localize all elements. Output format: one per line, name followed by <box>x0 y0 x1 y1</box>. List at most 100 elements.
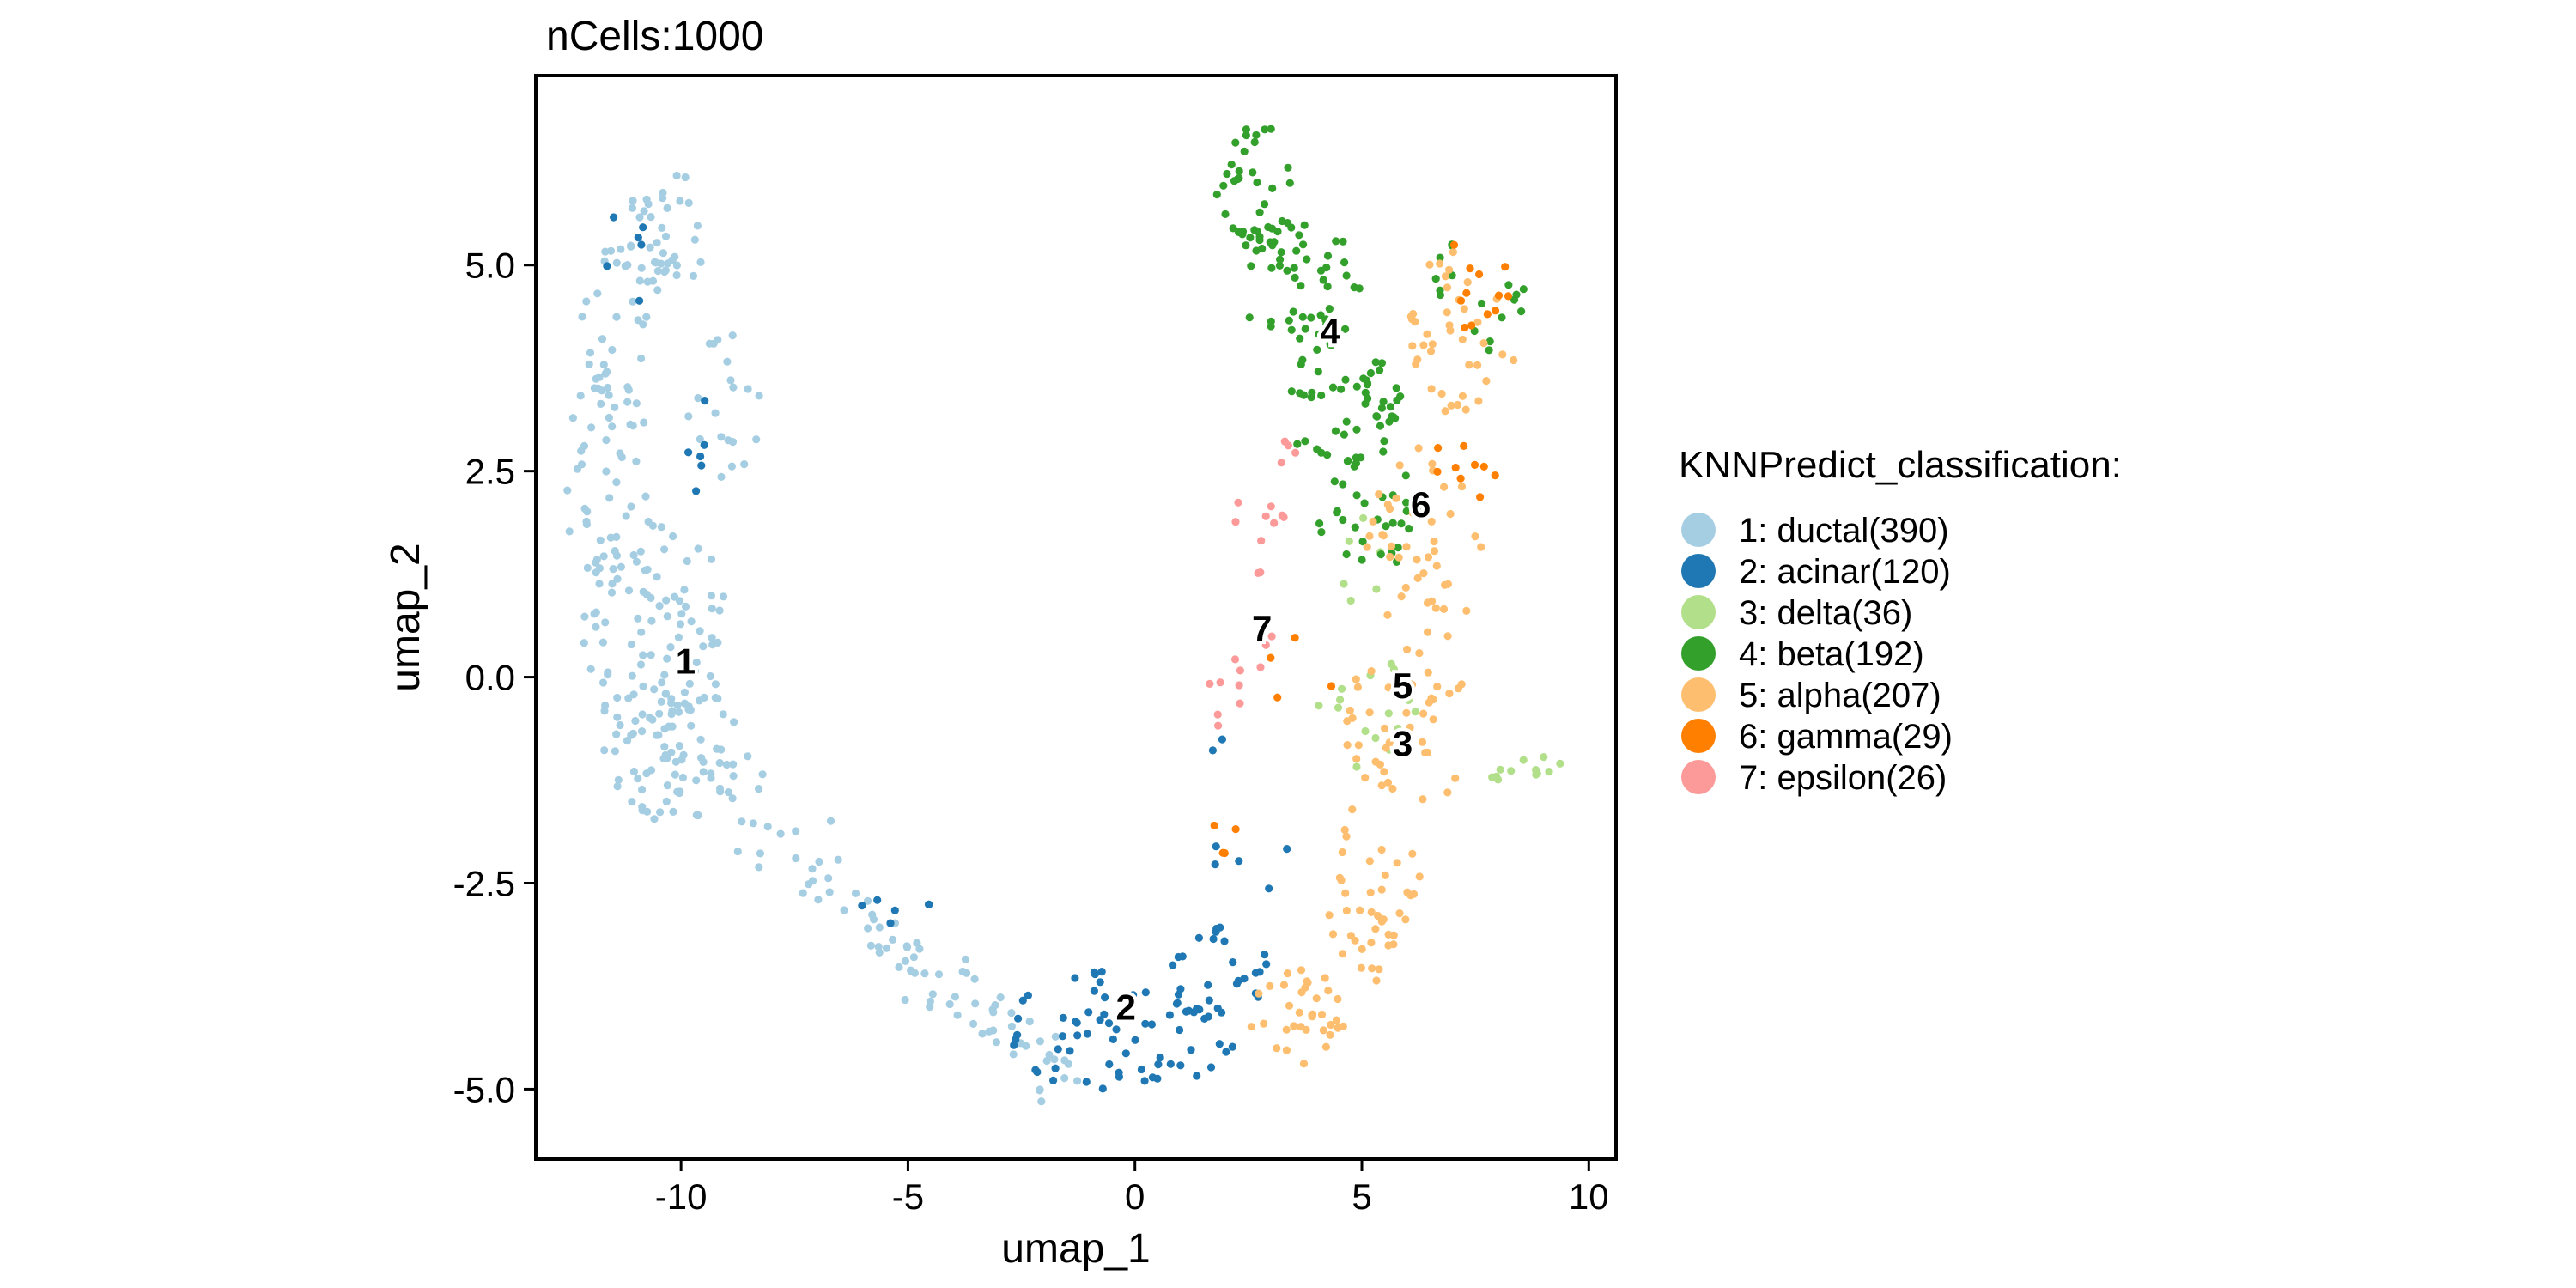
point-ductal <box>655 602 664 611</box>
point-ductal <box>1009 1050 1018 1059</box>
point-acinar <box>1071 974 1079 982</box>
point-alpha <box>1443 283 1452 292</box>
point-gamma <box>1501 263 1510 271</box>
point-ductal <box>606 533 615 542</box>
point-acinar <box>1200 1014 1209 1023</box>
point-ductal <box>642 313 651 321</box>
point-beta <box>1319 276 1327 284</box>
point-ductal <box>613 782 622 791</box>
point-ductal <box>928 990 937 999</box>
point-alpha <box>1454 400 1462 410</box>
point-ductal <box>576 392 585 400</box>
point-beta <box>1330 477 1339 486</box>
point-ductal <box>690 235 699 244</box>
point-alpha <box>1384 683 1393 692</box>
point-gamma <box>1267 653 1275 662</box>
point-beta <box>1308 388 1316 397</box>
point-alpha <box>1436 259 1444 268</box>
point-acinar <box>1218 735 1226 744</box>
point-beta <box>1267 125 1275 133</box>
point-acinar <box>1109 1035 1117 1043</box>
point-acinar <box>1129 991 1138 999</box>
point-beta <box>1252 246 1261 255</box>
point-ductal <box>663 781 672 790</box>
point-epsilon <box>1291 448 1300 457</box>
point-acinar <box>1058 1032 1067 1041</box>
point-acinar <box>635 296 644 305</box>
point-ductal <box>616 720 624 730</box>
point-alpha <box>1510 355 1518 365</box>
point-beta <box>1350 462 1358 471</box>
point-ductal <box>592 374 600 383</box>
point-ductal <box>920 969 929 978</box>
point-ductal <box>875 948 884 957</box>
cluster-label-ductal: 1 <box>676 641 696 681</box>
point-alpha <box>1437 389 1446 398</box>
point-delta <box>1494 775 1503 784</box>
point-ductal <box>1007 1022 1016 1030</box>
point-ductal <box>598 678 608 687</box>
point-beta <box>1240 147 1249 155</box>
point-gamma <box>1456 474 1465 483</box>
point-acinar <box>1104 1019 1114 1028</box>
point-ductal <box>719 592 728 601</box>
point-ductal <box>970 975 979 983</box>
point-alpha <box>1402 543 1411 551</box>
point-ductal <box>696 434 704 444</box>
point-epsilon <box>1234 498 1242 507</box>
point-epsilon <box>1206 679 1214 689</box>
point-ductal <box>749 819 757 828</box>
point-beta <box>1283 266 1291 275</box>
point-beta <box>1268 184 1277 192</box>
point-alpha <box>1439 605 1449 614</box>
point-alpha <box>1458 392 1467 400</box>
point-alpha <box>1396 750 1405 758</box>
point-gamma <box>1470 460 1479 470</box>
point-ductal <box>692 776 701 785</box>
point-alpha <box>1451 774 1460 782</box>
point-beta <box>1223 169 1231 179</box>
point-ductal <box>655 709 664 718</box>
point-alpha <box>1356 906 1364 914</box>
point-ductal <box>991 1001 999 1010</box>
point-beta <box>1287 223 1296 232</box>
point-ductal <box>693 222 702 230</box>
point-ductal <box>989 1008 998 1017</box>
point-ductal <box>915 945 924 953</box>
point-acinar <box>1234 976 1242 985</box>
x-tick-label: -5 <box>892 1176 924 1217</box>
point-alpha <box>1343 717 1352 726</box>
point-delta <box>1519 756 1528 764</box>
point-ductal <box>863 896 872 905</box>
point-ductal <box>583 507 592 516</box>
point-ductal <box>708 634 716 642</box>
point-acinar <box>1148 1073 1157 1082</box>
y-tick-label: -5.0 <box>453 1069 515 1109</box>
point-beta <box>1293 440 1302 448</box>
point-ductal <box>1036 1086 1044 1095</box>
point-gamma <box>1462 289 1471 297</box>
point-beta <box>1436 290 1444 300</box>
point-ductal <box>678 773 688 782</box>
point-alpha <box>1419 341 1428 349</box>
point-alpha <box>1338 848 1346 857</box>
point-alpha <box>1431 604 1440 612</box>
point-ductal <box>650 815 659 823</box>
legend-item-epsilon: 7: epsilon(26) <box>1681 759 1947 797</box>
point-beta <box>1242 125 1250 134</box>
point-delta <box>1346 596 1355 605</box>
point-ductal <box>776 829 785 838</box>
plot-panel-border <box>534 74 1618 1161</box>
point-ductal <box>1045 1050 1054 1060</box>
point-alpha <box>1303 978 1312 987</box>
point-beta <box>1363 379 1372 387</box>
point-ductal <box>627 242 635 251</box>
point-beta <box>1517 307 1526 316</box>
legend-swatch <box>1681 636 1716 671</box>
point-alpha <box>1443 308 1451 317</box>
point-epsilon <box>1213 710 1222 719</box>
point-beta <box>1247 262 1255 270</box>
point-alpha <box>1395 909 1404 918</box>
point-alpha <box>1427 694 1436 702</box>
point-beta <box>1380 437 1388 446</box>
